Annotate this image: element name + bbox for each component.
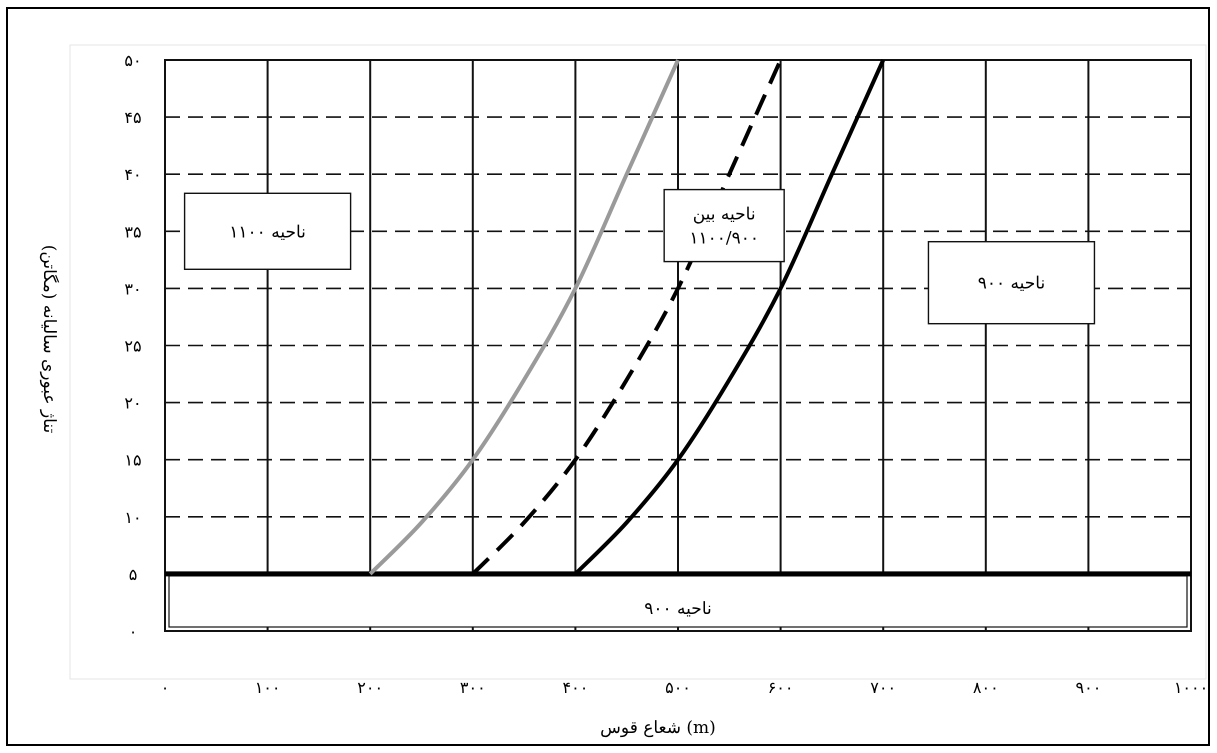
zone-label: ناحیه ۹۰۰ [644,599,711,619]
x-tick-label: ۴۰۰ [563,678,589,697]
zone-label: ناحیه ۱۱۰۰ [229,222,306,242]
zone-label: ناحیه بین [693,205,756,225]
x-tick-label: ۷۰۰ [870,678,896,697]
y-tick-label: ۴۰ [124,165,141,184]
y-tick-label: ۱۰ [124,508,141,527]
x-tick-label: ۲۰۰ [357,678,383,697]
y-tick-label: ۰ [129,622,138,641]
x-tick-label: ۹۰۰ [1076,678,1102,697]
y-tick-label: ۲۰ [124,394,141,413]
zone-box [183,192,352,271]
zone-label: ۱۱۰۰/۹۰۰ [689,229,759,249]
series-line-solid-black [573,59,886,576]
x-tick-label: ۱۰۰۰ [1174,678,1208,697]
x-tick-label: ۳۰۰ [460,678,486,697]
series-line-solid-gray [368,59,680,576]
y-tick-label: ۳۵ [124,222,141,241]
x-axis-title: (m) شعاع قوس [600,718,716,738]
series-line-dashed-black [471,59,783,576]
y-tick-label: ۲۵ [124,337,141,356]
x-tick-label: ۵۰۰ [665,678,691,697]
y-axis-title: تناژ عبوری سالیانه (مگاتن) [39,245,60,434]
y-tick-label: ۳۰ [124,279,141,298]
zone-label: ناحیه ۹۰۰ [978,274,1045,294]
y-tick-label: ۵۰ [124,51,141,70]
chart-frame: ۰ ۵ ۱۰ ۱۵ ۲۰ ۲۵ ۳۰ ۳۵ ۴۰ ۴۵ ۵۰ ۰ ۱۰۰ ۲۰۰ ۳۰۰ ۴۰۰ ۵۰۰ ۶۰۰ ۷… [6,7,1210,746]
x-tick-label: ۰ [161,678,170,697]
zone-box [663,188,785,263]
x-tick-label: ۶۰۰ [768,678,794,697]
y-tick-label: ۴۵ [124,108,141,127]
x-tick-label: ۱۰۰ [255,678,281,697]
zone-box-bottom [168,575,1188,628]
y-tick-label: ۱۵ [124,451,141,470]
label-panel-outline [69,44,1207,680]
zone-box [927,240,1096,325]
x-tick-label: ۸۰۰ [973,678,999,697]
y-tick-label: ۵ [129,565,138,584]
